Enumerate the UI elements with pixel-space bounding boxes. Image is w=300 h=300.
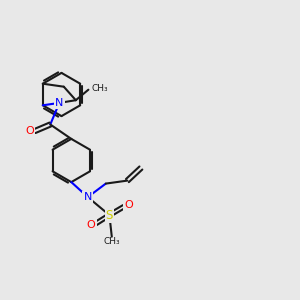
Text: CH₃: CH₃	[92, 84, 109, 93]
Text: N: N	[55, 98, 64, 108]
Text: O: O	[87, 220, 95, 230]
Text: S: S	[106, 208, 113, 222]
Text: CH₃: CH₃	[103, 237, 120, 246]
Text: O: O	[124, 200, 133, 210]
Text: N: N	[84, 192, 92, 202]
Text: O: O	[25, 126, 34, 136]
